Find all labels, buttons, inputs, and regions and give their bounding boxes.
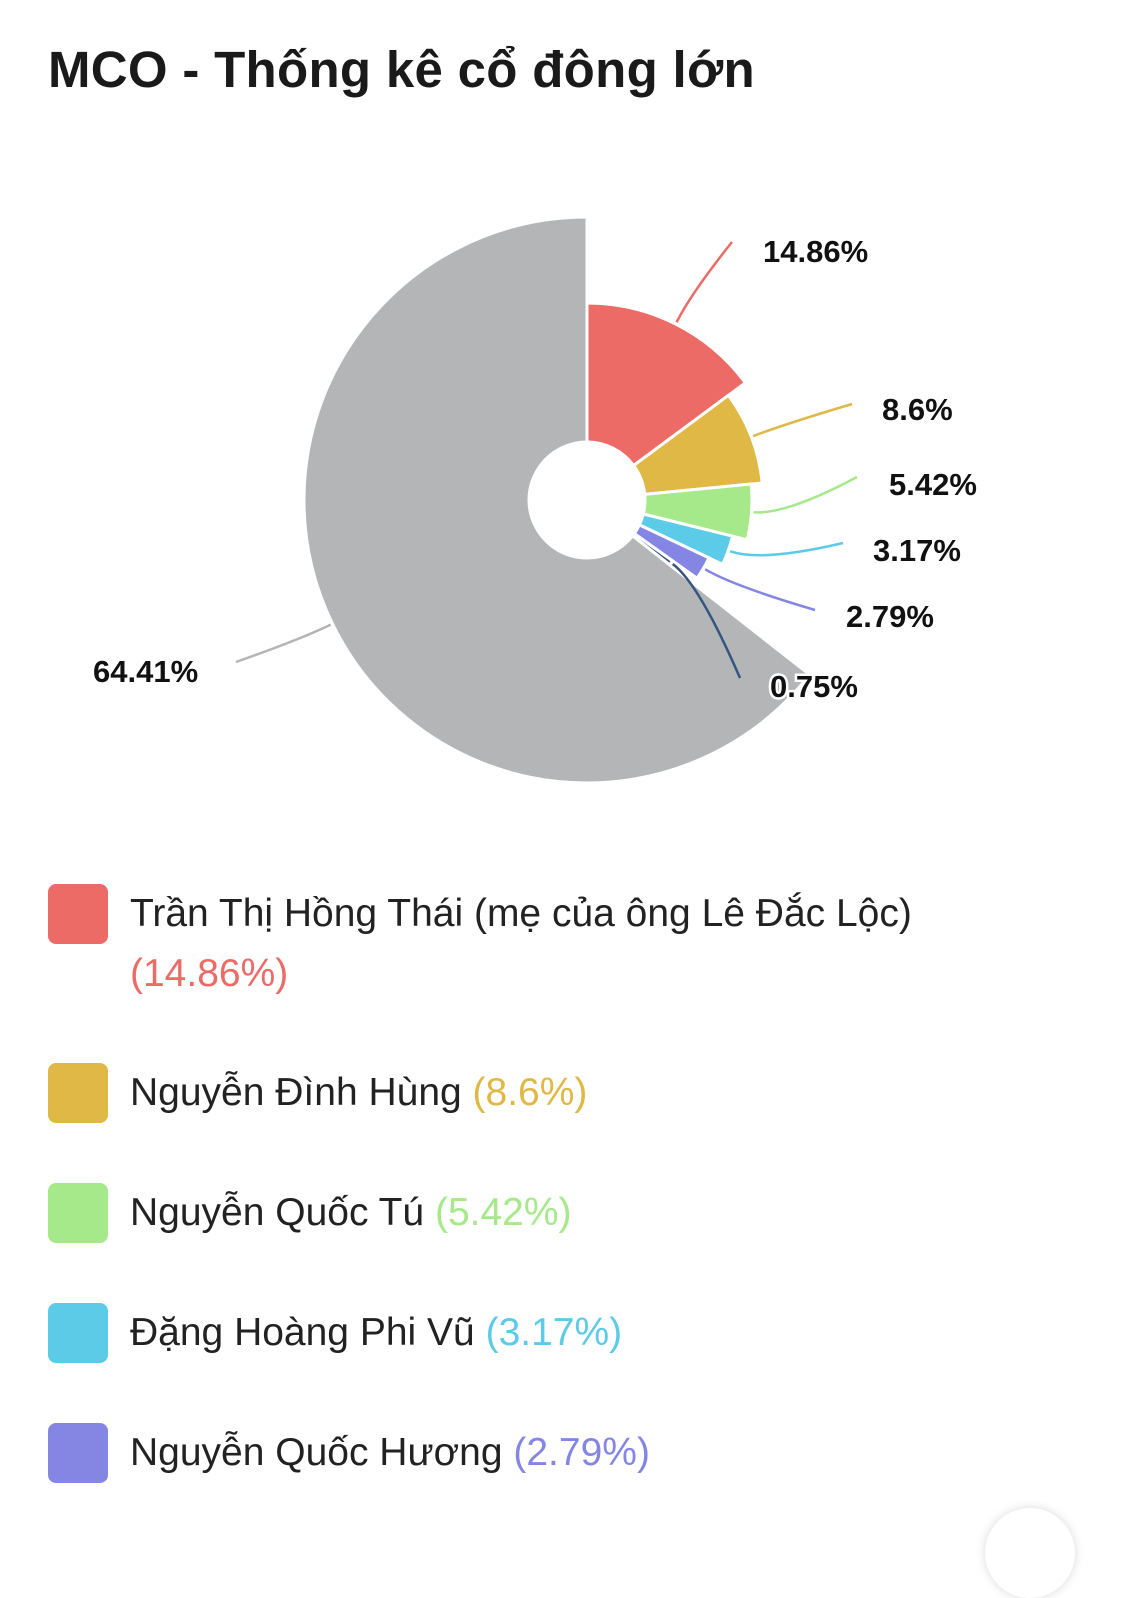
leader-line (704, 568, 816, 612)
legend-swatch (48, 1423, 108, 1483)
data-label: 3.17% (873, 533, 961, 568)
legend-swatch (48, 1183, 108, 1243)
legend-item[interactable]: Nguyễn Quốc Tú (5.42%) (48, 1183, 1030, 1243)
legend-label: Trần Thị Hồng Thái (mẹ của ông Lê Đắc Lộ… (130, 892, 912, 935)
legend-item[interactable]: Nguyễn Quốc Hương (2.79%) (48, 1423, 1030, 1483)
legend-item[interactable]: Đặng Hoàng Phi Vũ (3.17%) (48, 1303, 1030, 1363)
legend-swatch (48, 884, 108, 944)
floating-button[interactable] (985, 1508, 1075, 1598)
data-label: 2.79% (846, 599, 934, 634)
legend-value: (8.6%) (472, 1071, 588, 1114)
legend-swatch (48, 1063, 108, 1123)
leader-line (729, 541, 844, 557)
legend-value: (3.17%) (485, 1311, 623, 1354)
legend-label: Nguyễn Đình Hùng (130, 1071, 473, 1114)
legend-value: (5.42%) (434, 1191, 572, 1234)
chart-title: MCO - Thống kê cổ đông lớn (48, 41, 755, 98)
leader-line (235, 623, 332, 664)
legend-item[interactable]: Trần Thị Hồng Thái (mẹ của ông Lê Đắc Lộ… (48, 884, 1030, 1004)
pie-chart: 14.86% 8.6% 5.42% 3.17% 2.79% 0.75% 64.41% (93, 215, 977, 785)
data-label: 14.86% (763, 234, 868, 269)
pie-slice[interactable] (585, 301, 748, 468)
data-label: 0.75% (770, 669, 858, 704)
legend-value: (14.86%) (130, 952, 289, 995)
legend-text: Nguyễn Quốc Tú (5.42%) (130, 1183, 1030, 1243)
legend-text: Trần Thị Hồng Thái (mẹ của ông Lê Đắc Lộ… (130, 884, 1030, 1004)
data-label: 5.42% (889, 467, 977, 502)
legend-label: Đặng Hoàng Phi Vũ (130, 1311, 486, 1354)
data-label: 64.41% (93, 654, 198, 689)
leader-line (752, 402, 853, 438)
legend-text: Đặng Hoàng Phi Vũ (3.17%) (130, 1303, 1030, 1363)
leader-line (753, 475, 858, 514)
pie-slice[interactable] (631, 393, 764, 497)
legend-value: (2.79%) (513, 1431, 650, 1474)
legend-item[interactable]: Nguyễn Đình Hùng (8.6%) (48, 1063, 1030, 1123)
legend-label: Nguyễn Quốc Hương (130, 1431, 514, 1474)
pie-slice[interactable] (302, 215, 812, 785)
data-label: 8.6% (882, 392, 953, 427)
legend-swatch (48, 1303, 108, 1363)
pie-slice[interactable] (641, 482, 754, 542)
legend-label: Nguyễn Quốc Tú (130, 1191, 435, 1234)
leader-line (675, 241, 733, 323)
leader-line (671, 563, 742, 679)
legend-text: Nguyễn Đình Hùng (8.6%) (130, 1063, 1030, 1123)
legend-text: Nguyễn Quốc Hương (2.79%) (130, 1423, 1030, 1483)
